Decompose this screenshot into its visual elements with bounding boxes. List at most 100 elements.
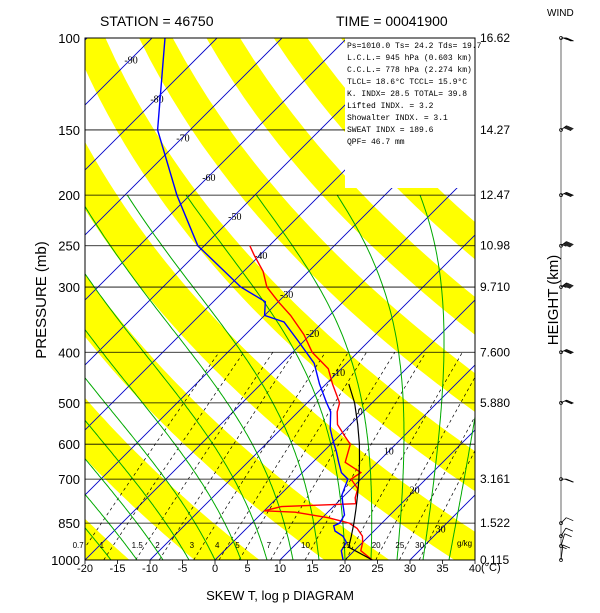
isotherm (344, 429, 475, 560)
temperature-tick-label: 5 (244, 563, 250, 575)
wind-station-marker (559, 544, 563, 548)
wind-barb-flag (563, 285, 571, 289)
wind-barb-staff (560, 241, 567, 247)
pressure-tick-label: 250 (58, 239, 80, 254)
wind-barb-flag (564, 126, 572, 131)
isotherm-label: -80 (150, 95, 163, 106)
temperature-tick-label: 10 (274, 563, 286, 575)
mixing-ratio-label: 30 (415, 541, 424, 550)
wind-barb-flag (565, 126, 573, 130)
wind-barb-flag (563, 127, 572, 132)
mixing-ratio-label: 3 (190, 541, 195, 550)
wind-barb-flag (566, 399, 574, 404)
wind-barb-flag (565, 283, 573, 287)
wind-label: WIND (547, 8, 574, 19)
temperature-unit: (°C) (481, 562, 501, 574)
wind-barb-flag (565, 349, 573, 354)
wind-barb-half-flag (564, 478, 570, 482)
wind-barb-flag (564, 242, 572, 247)
pressure-tick-label: 850 (58, 516, 80, 531)
wind-barb-flag (564, 533, 572, 538)
pressure-tick-label: 1000 (51, 553, 80, 568)
wind-barb-staff (560, 125, 567, 131)
wind-barb-staff (560, 527, 567, 537)
wind-barb-flag (563, 284, 572, 289)
wind-barb-flag (564, 400, 573, 405)
wind-barb-flag (565, 527, 574, 532)
height-tick-label: 7.600 (480, 345, 510, 359)
pressure-tick-label: 300 (58, 280, 80, 295)
index-line: Showalter INDX. = 3.1 (347, 114, 448, 123)
isotherm-labels: -90 -80 -70 -60 -50 -40 -30 -20 -10 0 10 20 30 (124, 56, 445, 536)
index-line: C.C.L.= 778 hPa (2.274 km) (347, 66, 472, 75)
isotherm (85, 38, 413, 366)
mixing-ratio-label: 4 (215, 541, 220, 550)
wind-barb-staff (560, 282, 567, 288)
yellow-band (206, 38, 475, 335)
height-tick-label: 5.880 (480, 396, 510, 410)
isotherm-label: -50 (228, 212, 241, 223)
index-line: Lifted INDX. = 3.2 (347, 102, 434, 111)
wind-barb-flag (566, 349, 574, 353)
wind-barb-staff (560, 517, 567, 524)
wind-station-marker (559, 350, 563, 355)
isotherm-label: -40 (254, 251, 267, 262)
yellow-band (85, 518, 130, 560)
pressure-tick-labels: 100 150 200 250 300 400 500 600 700 850 1000 (51, 31, 80, 568)
pressure-tick-label: 700 (58, 472, 80, 487)
wind-station-marker (559, 193, 563, 197)
isotherm (85, 38, 348, 301)
isotherm (0, 38, 22, 560)
isotherm (85, 169, 475, 560)
wind-barb-flag (563, 193, 572, 197)
temperature-tick-label: 40 (469, 563, 481, 575)
index-line: QPF= 46.7 mm (347, 138, 405, 147)
height-tick-label: 1.522 (480, 516, 510, 530)
temperature-tick-label: -20 (77, 563, 93, 575)
wind-barb-flag (562, 544, 571, 549)
index-line: K. INDX= 28.5 TOTAL= 39.8 (347, 90, 467, 99)
wind-barb-flag (566, 517, 574, 522)
isotherm (85, 38, 283, 236)
wind-station-marker (559, 243, 563, 248)
height-tick-label: 3.161 (480, 472, 510, 486)
wind-barb-flag (565, 400, 573, 404)
index-line: L.C.L.= 945 hPa (0.603 km) (347, 54, 472, 63)
isotherm-label: 0 (358, 407, 363, 418)
wind-barb-flag (563, 243, 571, 248)
wind-barb-half-flag (562, 285, 567, 288)
mixing-ratio-labels: 0.7 1 1.5 2 3 4 5 7 10 15 20 25 30 (73, 541, 425, 550)
mixing-ratio-label: 1.5 (132, 541, 144, 550)
dewpoint-profile (156, 38, 349, 560)
pressure-tick-label: 400 (58, 345, 80, 360)
index-line: Ps=1010.0 Ts= 24.2 Tds= 19.7 (347, 42, 482, 51)
isotherm-label: -30 (280, 290, 293, 301)
yellow-band (85, 38, 475, 492)
height-axis-label: HEIGHT (km) (545, 255, 562, 346)
height-tick-label: 12.47 (480, 188, 510, 202)
mixing-ratio-label: 5 (235, 541, 240, 550)
moist-adiabat (85, 457, 164, 560)
isotherm-label: -70 (176, 134, 189, 145)
wind-station-marker (559, 285, 563, 289)
temperature-tick-label: 25 (371, 563, 383, 575)
temperature-tick-label: -10 (142, 563, 158, 575)
mixing-ratio-label: 1 (100, 541, 105, 550)
wind-barb-flag (564, 192, 573, 197)
wind-barb-flag (565, 241, 573, 246)
mixing-ratio-label: 2 (155, 541, 160, 550)
height-tick-label: 14.27 (480, 123, 510, 137)
parcel-profile (348, 383, 373, 560)
sounding-profiles (156, 38, 373, 560)
isotherm-label: -10 (332, 368, 345, 379)
wind-barb-staff (560, 533, 565, 547)
temperature-tick-label: -5 (178, 563, 188, 575)
wind-profile (559, 36, 574, 562)
wind-barb-staff (560, 349, 567, 353)
temperature-tick-label: 30 (404, 563, 416, 575)
mixing-ratio-label: 10 (301, 541, 310, 550)
yellow-band (85, 141, 475, 560)
temperature-tick-label: -15 (110, 563, 126, 575)
temperature-tick-labels: -20 -15 -10 -5 0 5 10 15 20 25 30 35 40 (77, 560, 481, 575)
temperature-tick-label: 35 (436, 563, 448, 575)
